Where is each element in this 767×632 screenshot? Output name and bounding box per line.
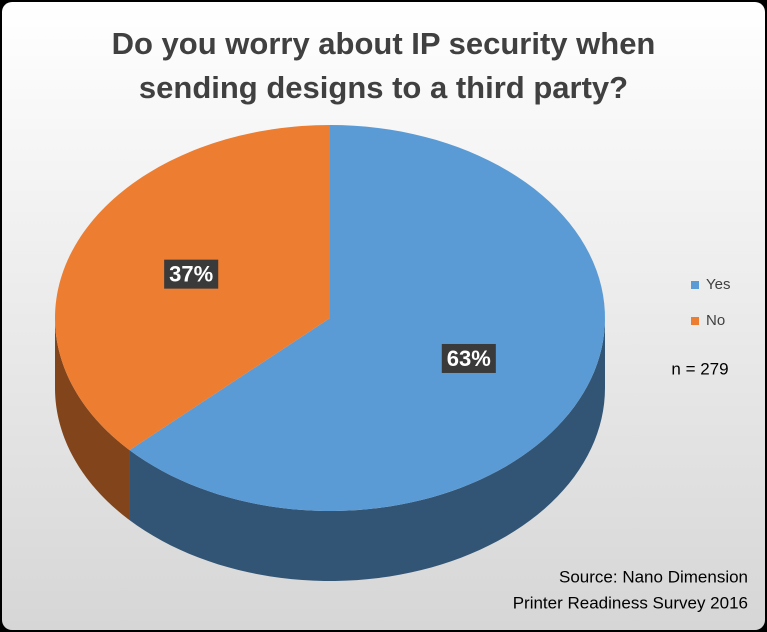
legend: Yes No <box>691 276 730 329</box>
slice-side <box>55 318 130 521</box>
slice-side <box>129 318 605 581</box>
chart-title: Do you worry about IP security when send… <box>111 26 656 105</box>
data-label: 63% <box>447 346 491 371</box>
pie: 63% 37% <box>55 125 605 581</box>
data-label: 37% <box>169 262 213 287</box>
sample-size: n = 279 <box>671 359 728 378</box>
legend-label: No <box>706 312 725 329</box>
source: Printer Readiness Survey 2016 <box>513 593 748 612</box>
slice <box>129 125 605 511</box>
legend-swatch <box>691 317 699 325</box>
legend-swatch <box>691 281 699 289</box>
data-label-box <box>164 259 219 289</box>
legend-label: Yes <box>706 276 730 293</box>
source: Source: Nano Dimension <box>559 567 748 586</box>
data-label-box <box>441 343 496 373</box>
